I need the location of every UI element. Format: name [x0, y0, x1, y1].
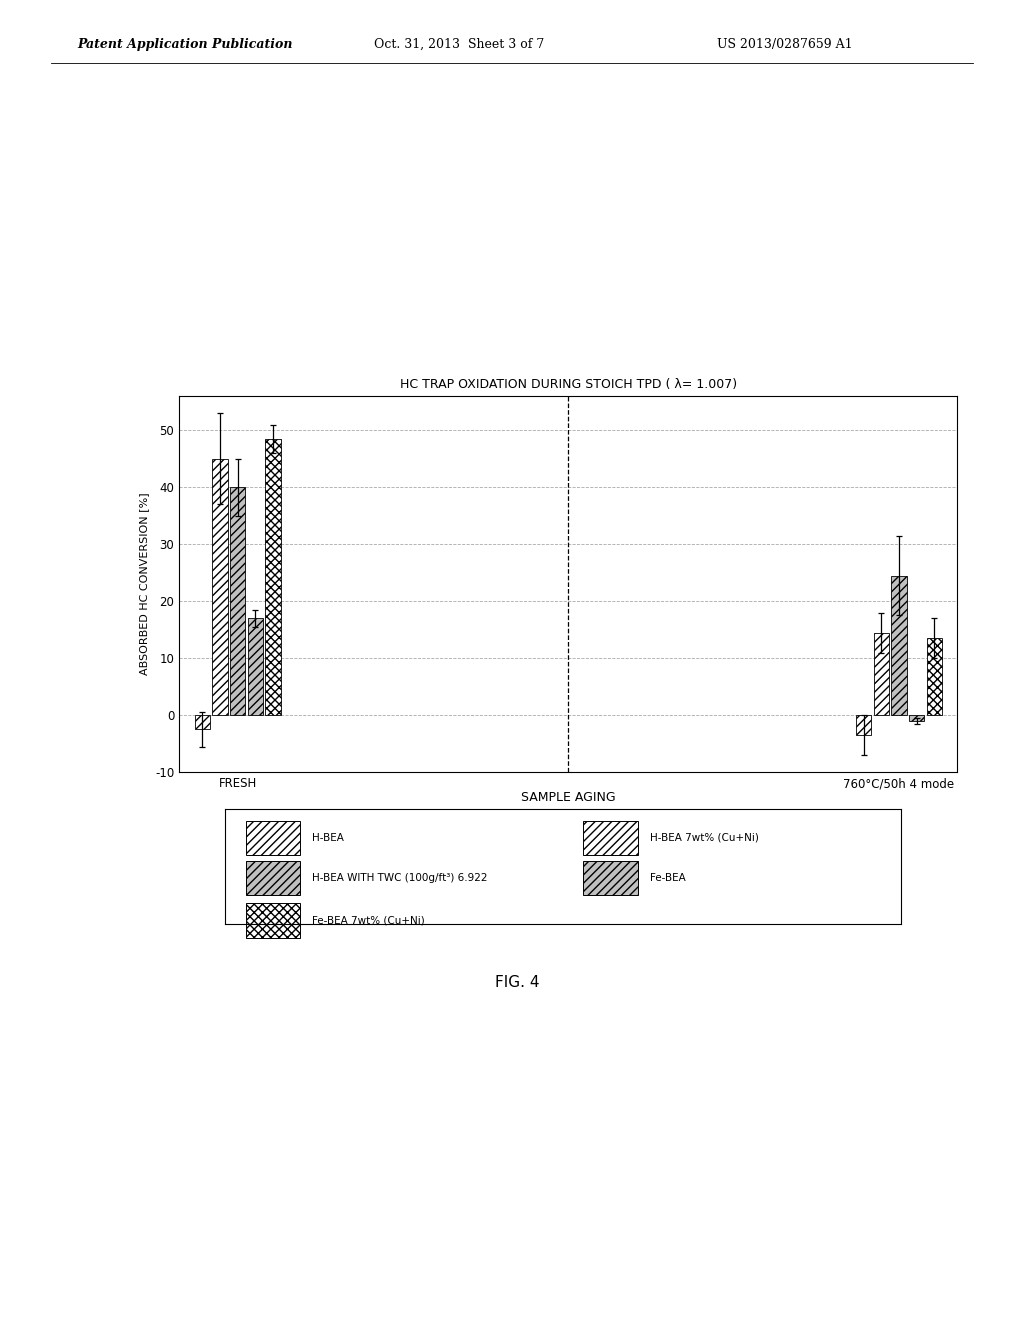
Bar	[246, 821, 300, 855]
Text: Fe-BEA: Fe-BEA	[649, 873, 685, 883]
Bar	[246, 903, 300, 937]
Text: FIG. 4: FIG. 4	[495, 975, 540, 990]
Bar	[891, 576, 906, 715]
Text: SAMPLE AGING: SAMPLE AGING	[521, 791, 615, 804]
Text: Patent Application Publication: Patent Application Publication	[77, 37, 292, 50]
Bar	[927, 639, 942, 715]
Text: H-BEA: H-BEA	[311, 833, 344, 843]
Bar	[856, 715, 871, 735]
Bar	[265, 438, 281, 715]
Title: HC TRAP OXIDATION DURING STOICH TPD ( λ= 1.007): HC TRAP OXIDATION DURING STOICH TPD ( λ=…	[399, 378, 737, 391]
Text: H-BEA 7wt% (Cu+Ni): H-BEA 7wt% (Cu+Ni)	[649, 833, 759, 843]
Text: Oct. 31, 2013  Sheet 3 of 7: Oct. 31, 2013 Sheet 3 of 7	[374, 37, 544, 50]
Text: Fe-BEA 7wt% (Cu+Ni): Fe-BEA 7wt% (Cu+Ni)	[311, 916, 425, 925]
Text: H-BEA WITH TWC (100g/ft³) 6.922: H-BEA WITH TWC (100g/ft³) 6.922	[311, 873, 487, 883]
Bar	[584, 821, 638, 855]
Y-axis label: ABSORBED HC CONVERSION [%]: ABSORBED HC CONVERSION [%]	[139, 492, 150, 676]
Bar	[212, 459, 227, 715]
Bar	[246, 861, 300, 895]
Bar	[230, 487, 246, 715]
Bar	[909, 715, 925, 721]
Text: US 2013/0287659 A1: US 2013/0287659 A1	[717, 37, 852, 50]
Bar	[584, 861, 638, 895]
Bar	[248, 618, 263, 715]
Bar	[873, 632, 889, 715]
Bar	[195, 715, 210, 730]
